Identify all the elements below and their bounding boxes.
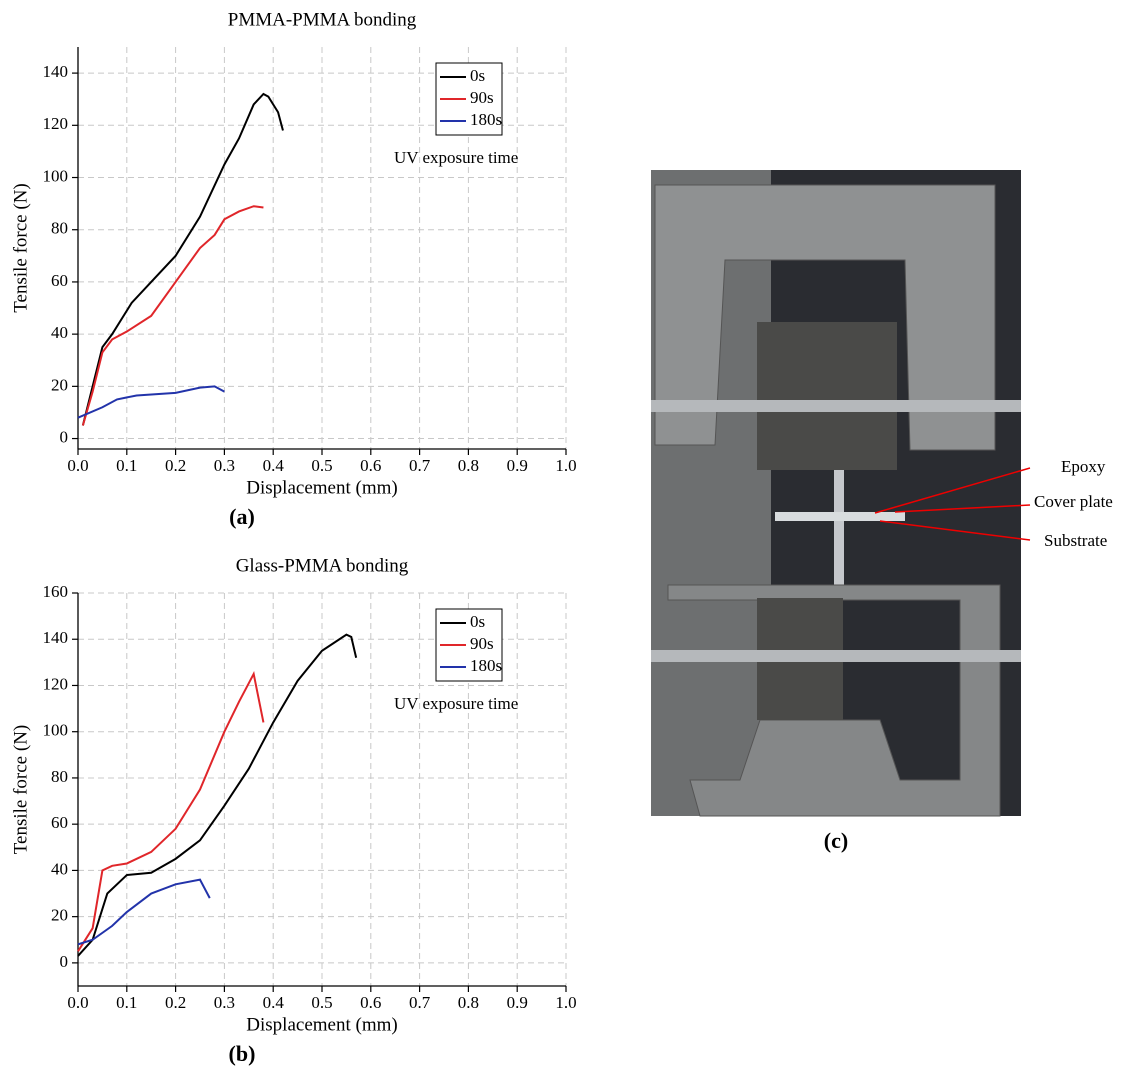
rod — [834, 470, 844, 590]
x-tick-label: 0.3 — [214, 456, 235, 475]
legend-label: 180s — [470, 110, 502, 129]
caption: (a) — [229, 504, 255, 529]
x-tick-label: 0.0 — [67, 993, 88, 1012]
y-tick-label: 120 — [43, 114, 69, 133]
x-tick-label: 0.9 — [507, 993, 528, 1012]
x-tick-label: 0.7 — [409, 456, 431, 475]
data-line — [77, 633, 358, 957]
x-tick-label: 0.6 — [360, 993, 381, 1012]
y-tick-label: 160 — [43, 582, 69, 601]
x-tick-label: 0.4 — [263, 993, 285, 1012]
data-line — [81, 92, 284, 426]
x-tick-label: 0.5 — [311, 993, 332, 1012]
y-tick-label: 140 — [43, 62, 69, 81]
x-tick-label: 0.7 — [409, 993, 431, 1012]
annotation: UV exposure time — [394, 694, 518, 713]
legend-label: 180s — [470, 656, 502, 675]
data-line — [77, 385, 225, 419]
photo-label: Epoxy — [1061, 457, 1106, 476]
x-tick-label: 0.6 — [360, 456, 381, 475]
x-tick-label: 0.2 — [165, 993, 186, 1012]
y-tick-label: 140 — [43, 628, 69, 647]
rod — [651, 400, 1021, 412]
legend-label: 90s — [470, 88, 494, 107]
y-tick-label: 60 — [51, 813, 68, 832]
specimen — [775, 512, 905, 521]
photo-label: Cover plate — [1034, 492, 1113, 511]
x-tick-label: 0.8 — [458, 993, 479, 1012]
legend-label: 0s — [470, 612, 485, 631]
y-tick-label: 0 — [60, 427, 69, 446]
annotation: UV exposure time — [394, 148, 518, 167]
data-line — [77, 670, 265, 952]
x-tick-label: 0.8 — [458, 456, 479, 475]
caption: (b) — [229, 1041, 256, 1066]
photo: Epoxy Cover plate Substrate (c) — [651, 170, 1113, 853]
y-tick-label: 40 — [51, 323, 68, 342]
legend-label: 90s — [470, 634, 494, 653]
y-tick-label: 60 — [51, 271, 68, 290]
x-axis-label: Displacement (mm) — [246, 477, 397, 498]
y-tick-label: 20 — [51, 906, 68, 925]
pointer — [879, 520, 1031, 541]
chart-title: Glass-PMMA bonding — [236, 555, 409, 576]
data-line — [81, 205, 264, 426]
y-tick-label: 0 — [60, 952, 69, 971]
x-tick-label: 0.9 — [507, 456, 528, 475]
y-axis-label: Tensile force (N) — [10, 725, 31, 855]
legend-label: 0s — [470, 66, 485, 85]
y-tick-label: 40 — [51, 859, 68, 878]
pointer — [894, 504, 1031, 513]
chart-title: PMMA-PMMA bonding — [228, 9, 417, 30]
photo-label: Substrate — [1044, 531, 1107, 550]
x-tick-label: 0.4 — [263, 456, 285, 475]
caption: (c) — [824, 828, 848, 853]
x-tick-label: 0.5 — [311, 456, 332, 475]
x-tick-label: 0.0 — [67, 456, 88, 475]
y-axis-label: Tensile force (N) — [10, 183, 31, 313]
y-tick-label: 20 — [51, 375, 68, 394]
y-tick-label: 80 — [51, 219, 68, 238]
x-tick-label: 0.2 — [165, 456, 186, 475]
rod — [651, 650, 1021, 662]
x-tick-label: 0.1 — [116, 993, 137, 1012]
x-tick-label: 0.3 — [214, 993, 235, 1012]
x-tick-label: 1.0 — [555, 993, 576, 1012]
pointer — [874, 467, 1031, 514]
x-tick-label: 0.1 — [116, 456, 137, 475]
y-tick-label: 120 — [43, 674, 69, 693]
x-tick-label: 1.0 — [555, 456, 576, 475]
y-tick-label: 100 — [43, 166, 69, 185]
upper-jaw — [757, 322, 897, 470]
data-line — [77, 878, 211, 946]
x-axis-label: Displacement (mm) — [246, 1014, 397, 1035]
upper-grip — [654, 184, 996, 451]
y-tick-label: 100 — [43, 721, 69, 740]
y-tick-label: 80 — [51, 767, 68, 786]
